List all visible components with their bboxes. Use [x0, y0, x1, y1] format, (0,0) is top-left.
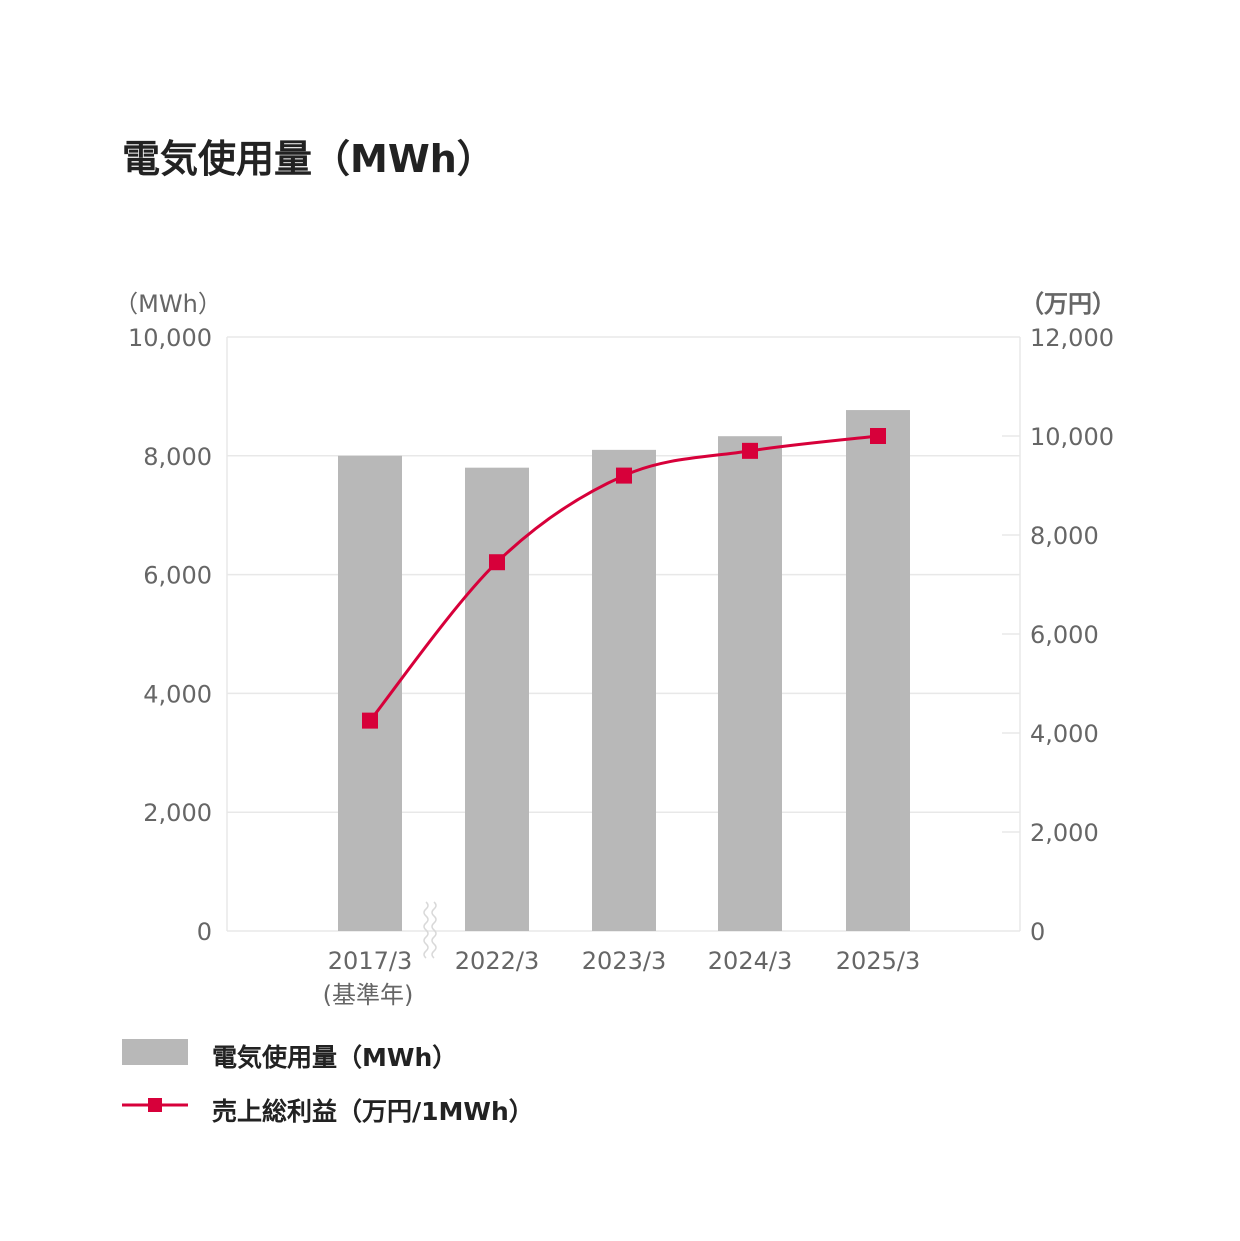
legend-bar-swatch	[122, 1039, 188, 1065]
legend-line-label: 売上総利益（万円/1MWh）	[212, 1097, 534, 1126]
legend-item-line: 売上総利益（万円/1MWh）	[122, 1090, 822, 1130]
y-left-tick-label: 4,000	[143, 680, 212, 708]
y-right-tick-label: 12,000	[1030, 324, 1114, 352]
legend-item-bar: 電気使用量（MWh）	[122, 1036, 822, 1076]
x-tick-label: 2025/3	[836, 947, 920, 975]
line-marker	[742, 442, 758, 459]
x-tick-label: 2024/3	[708, 947, 792, 975]
bar	[592, 449, 656, 931]
y-left-tick-label: 2,000	[143, 799, 212, 827]
x-tick-sublabel: (基準年)	[323, 981, 414, 1009]
legend-bar-label: 電気使用量（MWh）	[212, 1043, 458, 1072]
bar	[846, 410, 910, 931]
y-right-tick-label: 10,000	[1030, 423, 1114, 451]
bar	[718, 436, 782, 931]
y-left-tick-label: 0	[197, 918, 212, 946]
chart-title: 電気使用量（MWh）	[122, 137, 495, 181]
y-right-tick-label: 2,000	[1030, 819, 1099, 847]
y-left-unit-label: （MWh）	[114, 290, 222, 318]
line-marker	[489, 554, 505, 571]
line-series	[362, 428, 886, 729]
legend-line-swatch	[122, 1098, 188, 1112]
line-marker	[870, 428, 886, 444]
bar-series	[338, 410, 910, 931]
axis-labels: 0 2,000 4,000 6,000 8,000 10,000 0 2,000 4,000 6,…	[114, 290, 1116, 1009]
line-marker	[616, 467, 632, 484]
y-right-tick-label: 4,000	[1030, 720, 1099, 748]
y-left-tick-label: 6,000	[143, 562, 212, 590]
y-right-tick-label: 8,000	[1030, 522, 1099, 550]
y-right-unit-label: （万円）	[1020, 290, 1116, 318]
bar	[465, 467, 529, 931]
line-path	[368, 434, 879, 722]
y-left-tick-label: 8,000	[143, 443, 212, 471]
line-marker	[362, 712, 378, 729]
y-left-tick-label: 10,000	[128, 324, 212, 352]
axis-break-line	[431, 901, 437, 959]
x-tick-label: 2017/3	[328, 947, 412, 975]
x-tick-label: 2022/3	[455, 947, 539, 975]
x-tick-label: 2023/3	[582, 947, 666, 975]
axis-break-mark	[423, 901, 437, 959]
y-right-tick-label: 0	[1030, 918, 1045, 946]
y-right-tick-label: 6,000	[1030, 621, 1099, 649]
axis-break-line	[423, 901, 429, 959]
